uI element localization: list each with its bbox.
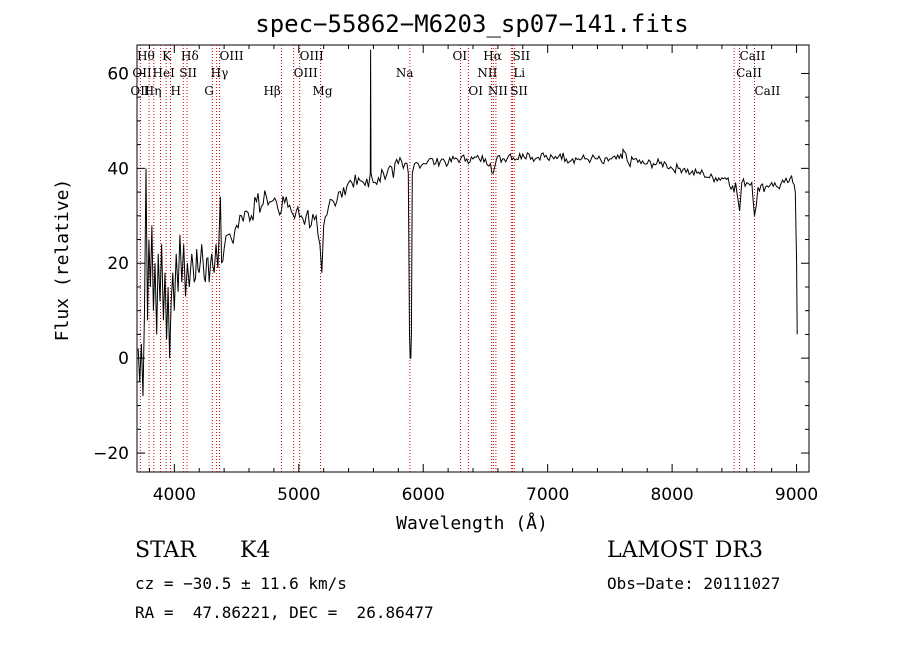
- line-label-row3-8: SII: [510, 84, 528, 98]
- line-label-row2-8: CaII: [736, 66, 762, 80]
- x-axis-ticks: 4000 5000 6000 7000 8000 9000: [148, 45, 818, 505]
- spectrum-line: [137, 49, 798, 397]
- y-tick-label-40: 40: [107, 159, 129, 179]
- line-label-row2-1: HeI: [153, 66, 176, 80]
- object-subclass: K4: [240, 538, 271, 563]
- line-label-row3-1: Hη: [144, 84, 162, 98]
- line-label-row1-2: Hδ: [181, 49, 199, 63]
- x-tick-label-9000: 9000: [775, 485, 818, 505]
- line-label-row3-7: NII: [488, 84, 508, 98]
- object-class: STAR: [135, 538, 196, 563]
- line-label-row2-2: SII: [179, 66, 197, 80]
- line-label-row2-7: Li: [513, 66, 525, 80]
- line-label-row3-9: CaII: [754, 84, 780, 98]
- line-label-row1-0: Hθ: [137, 49, 155, 63]
- plot-frame: [136, 44, 810, 473]
- survey-name: LAMOST DR3: [607, 538, 763, 563]
- redshift-cz: cz = −30.5 ± 11.6 km/s: [135, 574, 347, 593]
- y-tick-label-60: 60: [107, 64, 129, 84]
- line-label-row3-0: OII: [130, 84, 150, 98]
- x-axis-label: Wavelength (Å): [396, 512, 548, 534]
- line-label-row1-3: OIII: [220, 49, 244, 63]
- x-tick-label-8000: 8000: [650, 485, 693, 505]
- line-label-row3-2: H: [170, 84, 180, 98]
- x-tick-label-5000: 5000: [277, 485, 320, 505]
- line-label-row1-1: K: [162, 49, 172, 63]
- ra-dec: RA = 47.86221, DEC = 26.86477: [135, 603, 434, 622]
- x-tick-label-7000: 7000: [526, 485, 569, 505]
- line-label-row3-5: Mg: [313, 84, 333, 98]
- obs-date: Obs−Date: 20111027: [607, 574, 781, 593]
- line-label-row1-7: SII: [512, 49, 530, 63]
- line-label-row2-6: NII: [477, 66, 497, 80]
- y-axis-label: Flux (relative): [52, 179, 73, 342]
- line-label-row2-5: Na: [396, 66, 414, 80]
- line-label-row3-6: OI: [468, 84, 483, 98]
- line-label-row1-5: OI: [453, 49, 468, 63]
- line-label-row2-3: Hγ: [211, 66, 229, 80]
- x-tick-label-6000: 6000: [402, 485, 445, 505]
- y-tick-label-0: 0: [118, 349, 129, 369]
- y-tick-label-20: 20: [107, 254, 129, 274]
- x-tick-label-4000: 4000: [153, 485, 196, 505]
- chart-title: spec−55862−M6203_sp07−141.fits: [255, 10, 688, 38]
- line-label-row2-4: OIII: [294, 66, 318, 80]
- line-label-row1-6: Hα: [483, 49, 502, 63]
- line-label-row3-3: G: [204, 84, 214, 98]
- line-label-row3-4: Hβ: [263, 84, 280, 98]
- y-tick-label--20: −20: [93, 444, 129, 464]
- spectral-line-markers: [139, 45, 755, 472]
- line-label-row1-4: OIII: [300, 49, 324, 63]
- line-label-row1-8: CaII: [740, 49, 766, 63]
